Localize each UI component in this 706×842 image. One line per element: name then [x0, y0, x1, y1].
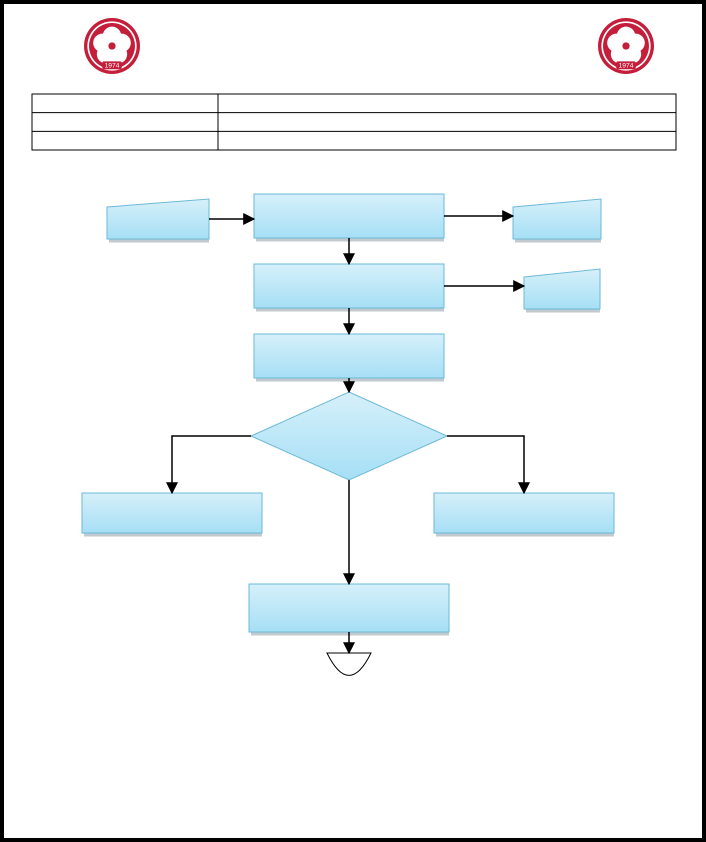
node-left — [82, 493, 262, 535]
node-step3 — [254, 334, 444, 380]
node-decision — [251, 392, 447, 480]
logo-year: 1974 — [619, 62, 634, 69]
edge-decision-left — [172, 436, 251, 493]
page-frame: 1974 1974 — [0, 0, 706, 842]
node-step2 — [254, 264, 444, 310]
edge-decision-right — [447, 436, 524, 493]
node-out2 — [524, 269, 600, 311]
logo: 1974 — [598, 18, 654, 74]
logo: 1974 — [84, 18, 140, 74]
diagram-canvas: 1974 1974 — [4, 4, 702, 838]
logo-year: 1974 — [105, 62, 120, 69]
node-connector — [327, 653, 371, 675]
node-right — [434, 493, 614, 535]
node-start — [107, 199, 209, 241]
node-step4 — [249, 584, 449, 634]
node-step1 — [254, 194, 444, 240]
header-table — [32, 94, 676, 150]
node-out1 — [513, 199, 601, 241]
